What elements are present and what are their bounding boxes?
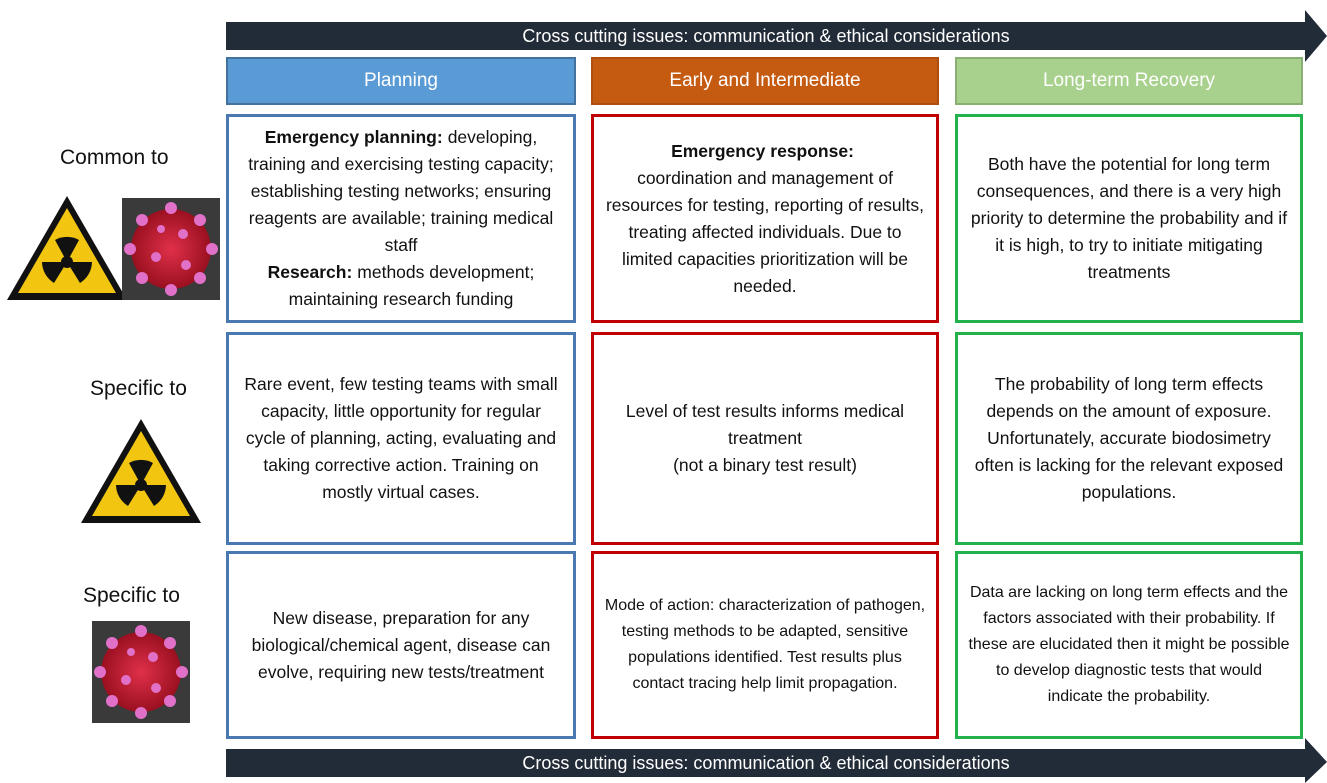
text: Mode of action: characterization of path… (604, 597, 926, 692)
paragraph: Emergency response: (671, 138, 859, 165)
text: The probability of long term effects dep… (974, 374, 1284, 502)
cell: Data are lacking on long term effects an… (955, 551, 1303, 739)
cell: Emergency response: coordination and mana… (591, 114, 939, 323)
row-label: Common to (60, 146, 169, 169)
paragraph: Research: methods development; maintainin… (239, 259, 563, 313)
text: coordination and management of resources… (605, 167, 925, 296)
text: Level of test results informs medical tr… (625, 401, 905, 448)
column-header: Planning (226, 57, 576, 105)
row-label: Specific to (90, 377, 187, 400)
paragraph: Data are lacking on long term effects an… (968, 580, 1290, 710)
paragraph: New disease, preparation for any biologi… (239, 605, 563, 686)
paragraph: coordination and management of resources… (604, 165, 926, 300)
paragraph: The probability of long term effects dep… (968, 371, 1290, 506)
cell: Mode of action: characterization of path… (591, 551, 939, 739)
paragraph: Rare event, few testing teams with small… (239, 371, 563, 506)
bold-lead: Research: (267, 262, 353, 282)
paragraph: Emergency planning: developing, training … (239, 124, 563, 259)
text: Both have the potential for long term co… (970, 154, 1288, 282)
paragraph: Mode of action: characterization of path… (604, 593, 926, 697)
text: methods development; maintaining researc… (288, 262, 535, 309)
cell: Emergency planning: developing, training … (226, 114, 576, 323)
text: Data are lacking on long term effects an… (968, 584, 1290, 705)
text: developing, training and exercising test… (248, 127, 554, 255)
column-header: Long-term Recovery (955, 57, 1303, 105)
bold-lead: Emergency planning: (264, 127, 443, 147)
column-header: Early and Intermediate (591, 57, 939, 105)
paragraph: Level of test results informs medical tr… (604, 398, 926, 452)
text: Rare event, few testing teams with small… (244, 374, 558, 502)
cell: New disease, preparation for any biologi… (226, 551, 576, 739)
paragraph: Both have the potential for long term co… (968, 151, 1290, 286)
cell: The probability of long term effects dep… (955, 332, 1303, 545)
bold-lead: Emergency response: (671, 140, 854, 161)
text: New disease, preparation for any biologi… (251, 607, 551, 682)
cell: Level of test results informs medical tr… (591, 332, 939, 545)
banner-bottom: Cross cutting issues: communication & et… (522, 753, 1010, 773)
text: (not a binary test result) (673, 455, 857, 475)
banner-top: Cross cutting issues: communication & et… (522, 26, 1010, 46)
row-label: Specific to (83, 584, 180, 607)
cell: Both have the potential for long term co… (955, 114, 1303, 323)
cell: Rare event, few testing teams with small… (226, 332, 576, 545)
paragraph: (not a binary test result) (673, 452, 857, 479)
